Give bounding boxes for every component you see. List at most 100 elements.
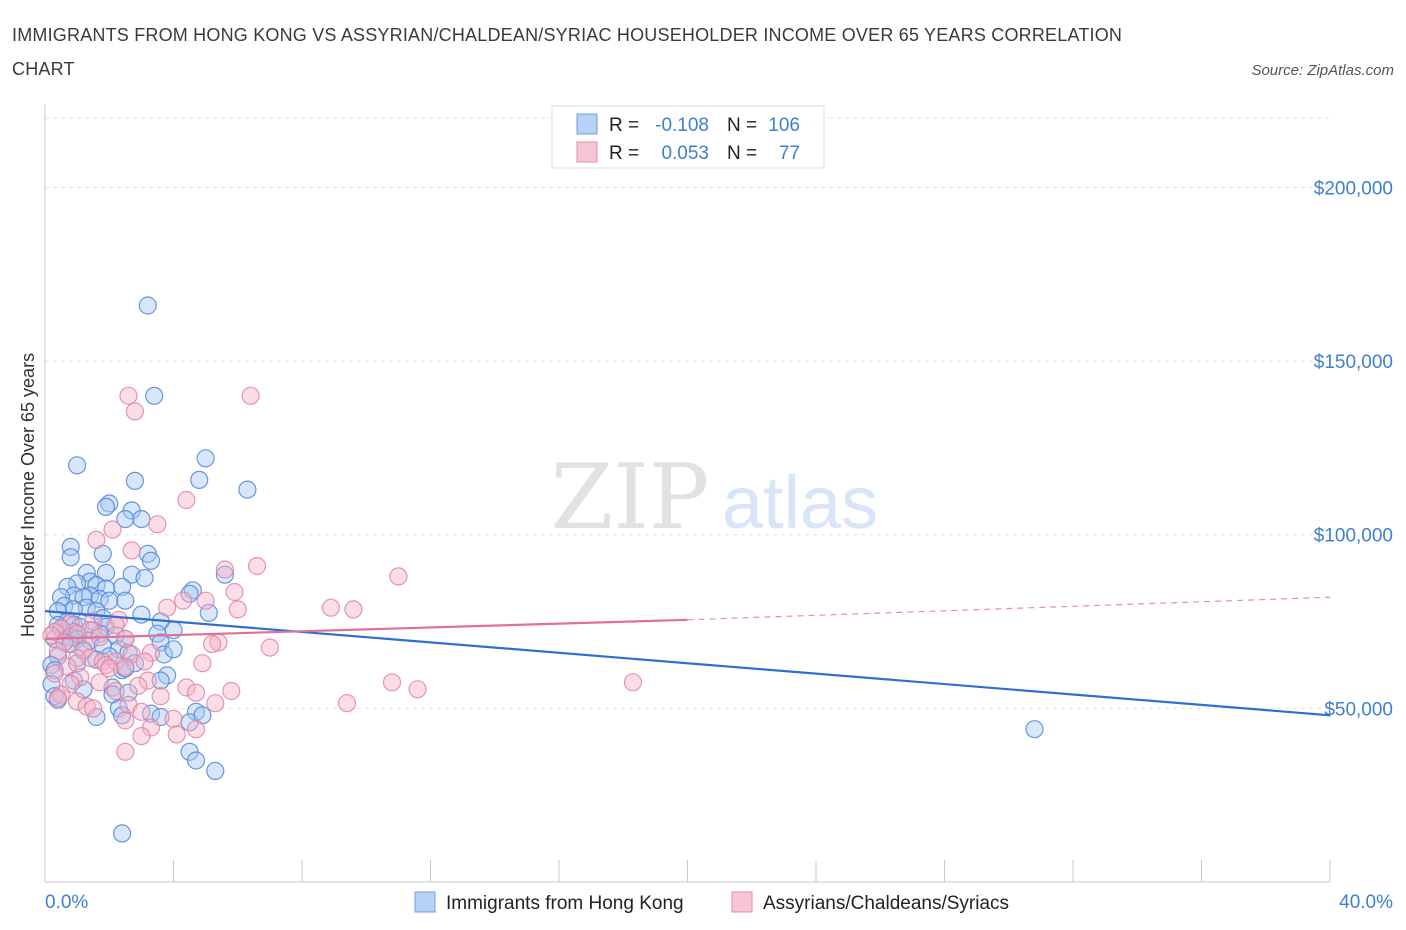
point-assyrian xyxy=(90,673,109,692)
legend-r-value-2: 0.053 xyxy=(661,143,709,164)
point-assyrian xyxy=(225,582,244,602)
trend-lines xyxy=(44,596,1331,717)
point-hong-kong xyxy=(132,605,151,624)
point-assyrian xyxy=(206,694,225,713)
legend-n-label-2: N = xyxy=(727,143,757,164)
y-tick-label: $150,000 xyxy=(1314,352,1393,373)
point-hong-kong xyxy=(112,577,132,596)
point-assyrian xyxy=(164,709,183,728)
point-assyrian xyxy=(135,652,154,671)
point-assyrian xyxy=(151,687,170,706)
point-hong-kong xyxy=(186,751,206,770)
point-assyrian xyxy=(174,591,193,610)
legend-r-label-1: R = xyxy=(609,115,639,136)
series-legend-assyrians: Assyrians/Chaldeans/Syriacs xyxy=(763,893,1009,914)
point-assyrian xyxy=(382,673,402,692)
correlation-legend: R = -0.108 N = 106 R = 0.053 N = 77 xyxy=(551,105,825,169)
trend-line-assyrian-extension xyxy=(687,596,1331,621)
source-label: Source: ZipAtlas.com xyxy=(1251,62,1394,79)
point-hong-kong xyxy=(119,643,138,662)
point-hong-kong xyxy=(112,706,132,725)
point-assyrian xyxy=(337,694,357,713)
series-legend-pink-swatch xyxy=(731,891,753,913)
chart-title: IMMIGRANTS FROM HONG KONG VS ASSYRIAN/CH… xyxy=(12,25,1123,79)
point-assyrian xyxy=(119,386,138,405)
point-hong-kong xyxy=(67,456,87,475)
point-assyrian xyxy=(321,598,340,617)
point-hong-kong xyxy=(116,591,135,610)
point-assyrian xyxy=(215,560,234,579)
point-assyrian xyxy=(116,657,135,676)
y-tick-label: $100,000 xyxy=(1314,526,1393,547)
point-hong-kong xyxy=(190,470,209,489)
point-hong-kong xyxy=(132,509,151,529)
point-assyrian xyxy=(116,629,135,649)
point-assyrian xyxy=(87,530,106,550)
series-legend: Immigrants from Hong Kong Assyrians/Chal… xyxy=(414,891,1009,914)
point-assyrian xyxy=(623,673,643,692)
point-assyrian xyxy=(241,386,260,405)
point-hong-kong xyxy=(180,584,199,603)
point-assyrian xyxy=(247,556,267,576)
point-hong-kong xyxy=(61,548,80,567)
point-hong-kong xyxy=(215,565,234,584)
legend-n-value-2: 77 xyxy=(779,143,800,164)
point-hong-kong xyxy=(164,640,183,659)
point-assyrian xyxy=(106,681,125,701)
point-assyrian xyxy=(109,610,129,629)
axes xyxy=(44,104,1331,883)
trend-line-hong-kong xyxy=(44,610,1331,717)
point-assyrian xyxy=(84,699,103,718)
point-hong-kong xyxy=(87,650,106,669)
point-assyrian xyxy=(148,515,167,534)
point-assyrian xyxy=(132,702,151,721)
point-hong-kong xyxy=(61,537,80,557)
point-assyrian xyxy=(177,678,196,697)
point-hong-kong xyxy=(125,471,144,490)
point-assyrian xyxy=(138,671,157,690)
point-assyrian xyxy=(125,402,144,421)
point-hong-kong xyxy=(138,296,157,315)
point-assyrian xyxy=(96,655,116,675)
y-tick-label: $200,000 xyxy=(1314,178,1393,199)
point-hong-kong xyxy=(1025,720,1044,739)
series-legend-hong-kong: Immigrants from Hong Kong xyxy=(446,893,684,914)
trend-line-assyrian xyxy=(44,618,688,641)
point-assyrian xyxy=(203,634,222,654)
point-assyrian xyxy=(186,683,206,702)
point-hong-kong xyxy=(206,761,225,781)
point-assyrian xyxy=(228,600,247,619)
point-assyrian xyxy=(389,567,408,586)
point-assyrian xyxy=(344,600,363,619)
point-assyrian xyxy=(103,520,122,539)
legend-blue-swatch xyxy=(576,113,598,135)
legend-r-value-1: -0.108 xyxy=(655,115,709,136)
point-assyrian xyxy=(132,726,151,746)
point-hong-kong xyxy=(87,575,106,595)
point-assyrian xyxy=(186,720,206,739)
point-assyrian xyxy=(61,614,80,633)
point-assyrian xyxy=(93,652,112,671)
point-hong-kong xyxy=(96,497,116,516)
point-assyrian xyxy=(116,711,135,730)
point-assyrian xyxy=(45,664,64,683)
legend-n-label-1: N = xyxy=(727,115,757,136)
x-tick-label-max: 40.0% xyxy=(1339,892,1393,913)
data-points xyxy=(42,296,1044,843)
point-hong-kong xyxy=(135,568,154,588)
point-assyrian xyxy=(77,697,96,716)
point-hong-kong xyxy=(116,509,135,529)
point-assyrian xyxy=(48,688,68,708)
point-assyrian xyxy=(408,680,427,699)
point-assyrian xyxy=(48,641,68,661)
y-axis-label: Householder Income Over 65 years xyxy=(18,353,38,637)
point-assyrian xyxy=(158,598,177,617)
point-hong-kong xyxy=(196,449,215,468)
point-hong-kong xyxy=(151,671,170,690)
legend-n-value-1: 106 xyxy=(768,115,800,136)
point-assyrian xyxy=(196,591,215,610)
point-assyrian xyxy=(51,685,71,704)
point-assyrian xyxy=(129,676,148,695)
point-assyrian xyxy=(260,638,279,657)
point-hong-kong xyxy=(100,591,119,610)
